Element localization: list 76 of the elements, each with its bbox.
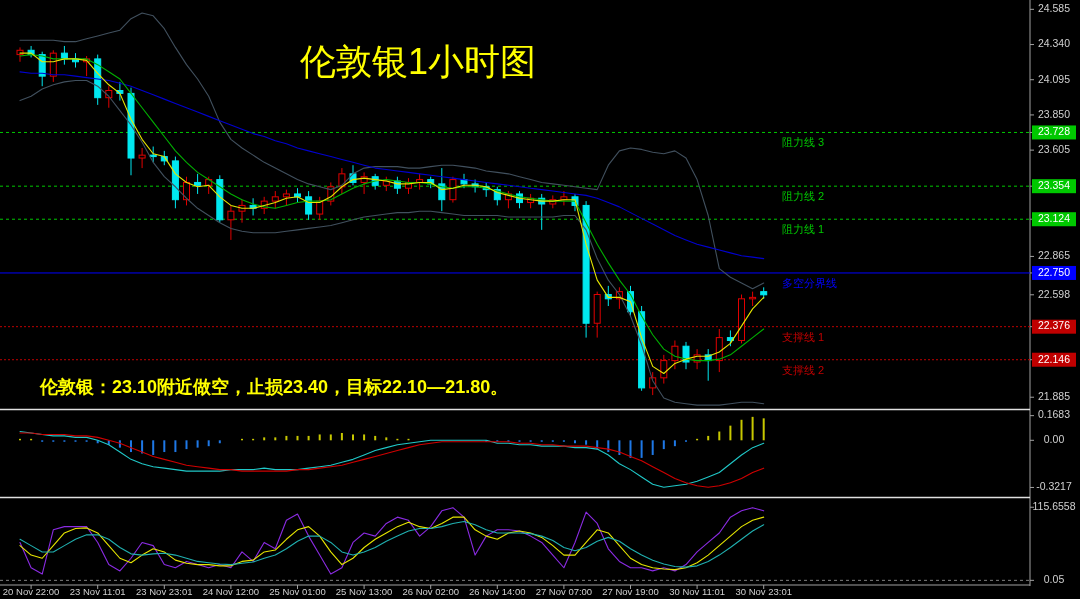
- bar: [274, 437, 277, 441]
- x-tick-label: 20 Nov 22:00: [2, 585, 60, 597]
- y-tick-label: 0.00: [1043, 433, 1065, 446]
- x-tick-label: 23 Nov 23:01: [136, 585, 193, 597]
- y-tick-label: 23.728: [1037, 125, 1071, 138]
- y-tick-label: 24.095: [1037, 72, 1071, 85]
- bar: [218, 440, 221, 444]
- text: 伦敦银1小时图: [299, 40, 537, 82]
- bar: [174, 440, 177, 453]
- y-tick-label: 115.6558: [1032, 500, 1076, 513]
- ref-line-label: 阻力线 3: [782, 136, 825, 149]
- x-tick-label: 27 Nov 19:00: [602, 585, 659, 597]
- candlestick: [671, 339, 679, 370]
- x-tick-label: 23 Nov 11:01: [69, 585, 126, 597]
- bar: [385, 437, 388, 441]
- y-tick-label: 22.598: [1037, 287, 1071, 300]
- bar: [352, 434, 354, 441]
- bar: [185, 440, 188, 450]
- bar: [263, 437, 266, 441]
- y-tick-label: 24.340: [1037, 37, 1071, 50]
- bar: [662, 440, 665, 450]
- line-series: [19, 79, 765, 406]
- bar: [673, 440, 676, 447]
- y-tick-label: 23.850: [1037, 107, 1071, 120]
- bar: [574, 440, 576, 444]
- bar: [729, 425, 732, 441]
- bar: [207, 440, 210, 447]
- candlestick: [449, 176, 457, 204]
- candlestick: [138, 147, 146, 169]
- bar: [363, 434, 366, 441]
- bar: [740, 419, 743, 441]
- bar: [618, 440, 621, 455]
- bar: [640, 440, 643, 458]
- y-tick-label: 22.750: [1037, 265, 1071, 278]
- bar: [340, 432, 343, 441]
- bar: [329, 434, 332, 441]
- bar: [651, 440, 654, 455]
- bar: [318, 434, 321, 441]
- line-series: [19, 12, 765, 290]
- candlestick: [194, 173, 202, 195]
- bar: [152, 440, 155, 455]
- y-tick-label: 22.865: [1037, 249, 1071, 262]
- y-tick-label: 0.05: [1043, 573, 1065, 586]
- x-tick-label: 26 Nov 02:00: [402, 585, 459, 597]
- y-tick-label: 21.885: [1037, 390, 1071, 403]
- y-tick-label: 23.354: [1037, 178, 1071, 191]
- y-tick-label: 23.124: [1037, 212, 1071, 225]
- x-tick-label: 25 Nov 01:00: [269, 585, 326, 597]
- candlestick: [227, 204, 235, 241]
- x-tick-label: 30 Nov 11:01: [669, 585, 726, 597]
- annotation: 伦敦银：23.10附近做空，止损23.40，目标22.10—21.80。: [39, 376, 509, 397]
- ref-line-label: 阻力线 1: [782, 223, 825, 236]
- ref-line-label: 多空分界线: [782, 276, 837, 289]
- y-tick-label: 22.376: [1037, 319, 1071, 332]
- x-tick-label: 30 Nov 23:01: [735, 585, 792, 597]
- candlestick: [16, 46, 24, 63]
- y-tick-label: 24.585: [1037, 2, 1071, 15]
- ref-line-label: 支撑线 2: [782, 363, 825, 376]
- y-tick-label: 0.1683: [1037, 408, 1071, 421]
- y-tick-label: -0.3217: [1036, 480, 1072, 493]
- x-tick-label: 24 Nov 12:00: [202, 585, 260, 597]
- bar: [629, 440, 632, 458]
- x-tick-label: 26 Nov 14:00: [469, 585, 526, 597]
- x-tick-label: 25 Nov 13:00: [335, 585, 393, 597]
- ref-line-label: 阻力线 2: [782, 190, 825, 203]
- bar: [762, 418, 765, 441]
- bar: [196, 440, 199, 448]
- x-tick-label: 27 Nov 07:00: [535, 585, 593, 597]
- bar: [163, 440, 166, 453]
- line-series: [19, 507, 765, 575]
- y-tick-label: 22.146: [1037, 352, 1071, 365]
- bar: [751, 416, 754, 441]
- candlestick: [660, 354, 668, 385]
- y-tick-label: 23.605: [1037, 142, 1071, 155]
- ref-line-label: 支撑线 1: [782, 330, 825, 343]
- bar: [585, 440, 588, 445]
